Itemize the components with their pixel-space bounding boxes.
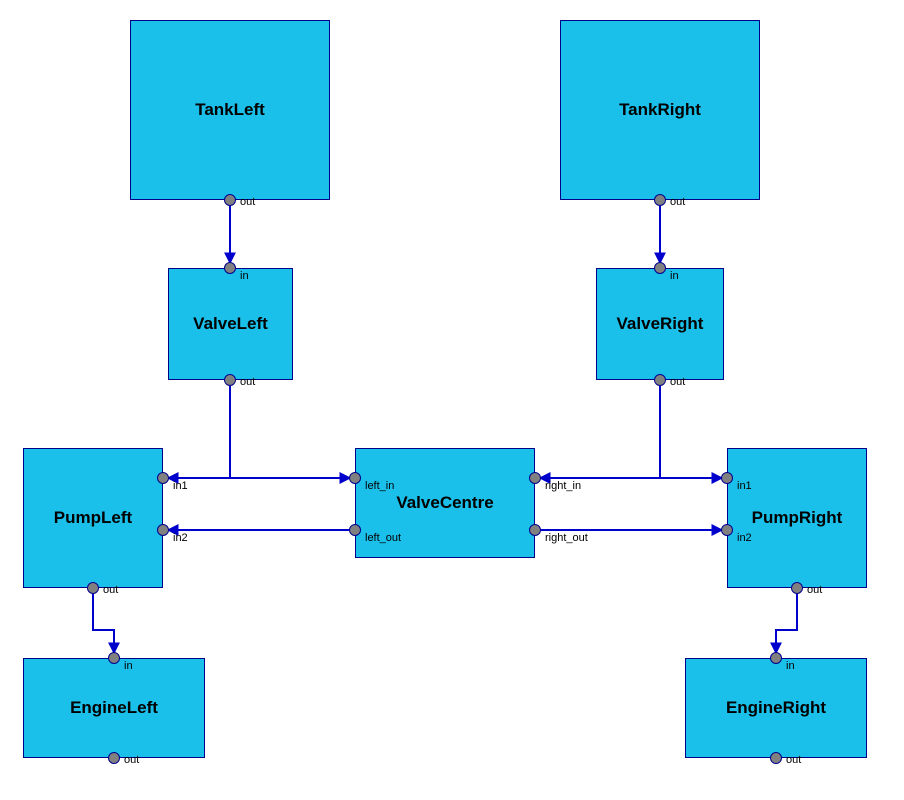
node-label: PumpRight — [752, 508, 843, 528]
port-label: out — [240, 196, 255, 208]
port-label: in2 — [173, 532, 188, 544]
port-label: out — [670, 376, 685, 388]
node-label: ValveRight — [617, 314, 704, 334]
port-label: in — [124, 660, 133, 672]
port-label: in — [786, 660, 795, 672]
port-label: out — [103, 584, 118, 596]
node-label: EngineLeft — [70, 698, 158, 718]
node-engineright: EngineRight — [685, 658, 867, 758]
port-label: right_out — [545, 532, 588, 544]
port-pumpright-in2 — [721, 524, 733, 536]
node-label: TankRight — [619, 100, 701, 120]
port-label: right_in — [545, 480, 581, 492]
edge — [169, 386, 230, 478]
port-label: out — [670, 196, 685, 208]
port-label: out — [240, 376, 255, 388]
port-engineleft-in — [108, 652, 120, 664]
edge — [230, 386, 349, 478]
port-pumpright-in1 — [721, 472, 733, 484]
port-label: in — [240, 270, 249, 282]
node-valveright: ValveRight — [596, 268, 724, 380]
port-label: out — [807, 584, 822, 596]
port-valveleft-out — [224, 374, 236, 386]
port-label: in — [670, 270, 679, 282]
port-valvecentre-left_out — [349, 524, 361, 536]
port-label: left_in — [365, 480, 394, 492]
node-label: ValveCentre — [396, 493, 493, 513]
port-valvecentre-right_in — [529, 472, 541, 484]
port-pumpleft-in1 — [157, 472, 169, 484]
port-pumpleft-out — [87, 582, 99, 594]
node-pumpleft: PumpLeft — [23, 448, 163, 588]
node-engineleft: EngineLeft — [23, 658, 205, 758]
port-engineright-out — [770, 752, 782, 764]
port-label: in2 — [737, 532, 752, 544]
port-valvecentre-left_in — [349, 472, 361, 484]
node-label: ValveLeft — [193, 314, 268, 334]
port-label: in1 — [737, 480, 752, 492]
port-label: left_out — [365, 532, 401, 544]
edge — [541, 386, 660, 478]
port-valveleft-in — [224, 262, 236, 274]
node-tankright: TankRight — [560, 20, 760, 200]
node-tankleft: TankLeft — [130, 20, 330, 200]
edge — [660, 386, 721, 478]
port-valveright-in — [654, 262, 666, 274]
port-label: out — [786, 754, 801, 766]
node-pumpright: PumpRight — [727, 448, 867, 588]
port-valvecentre-right_out — [529, 524, 541, 536]
port-label: in1 — [173, 480, 188, 492]
port-pumpleft-in2 — [157, 524, 169, 536]
port-valveright-out — [654, 374, 666, 386]
node-label: PumpLeft — [54, 508, 132, 528]
port-engineleft-out — [108, 752, 120, 764]
port-tankleft-out — [224, 194, 236, 206]
port-pumpright-out — [791, 582, 803, 594]
edge — [776, 594, 797, 652]
port-label: out — [124, 754, 139, 766]
port-tankright-out — [654, 194, 666, 206]
node-valveleft: ValveLeft — [168, 268, 293, 380]
edge — [93, 594, 114, 652]
node-label: EngineRight — [726, 698, 826, 718]
node-label: TankLeft — [195, 100, 265, 120]
port-engineright-in — [770, 652, 782, 664]
